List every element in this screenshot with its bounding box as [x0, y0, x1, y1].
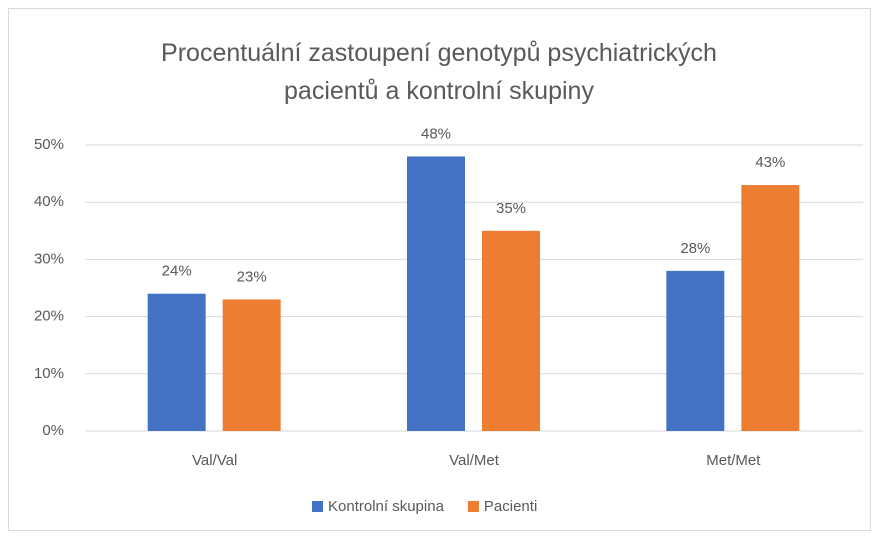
chart-title: Procentuální zastoupení genotypů psychia…	[161, 39, 717, 105]
x-tick-label: Val/Val	[192, 452, 237, 469]
value-label: 43%	[755, 154, 785, 171]
bar	[222, 299, 281, 431]
x-tick-label: Val/Met	[449, 452, 500, 469]
y-tick-label: 0%	[42, 422, 64, 439]
value-label: 23%	[237, 268, 267, 285]
value-label: 35%	[496, 200, 526, 217]
value-label: 24%	[162, 263, 192, 280]
y-tick-label: 20%	[34, 308, 64, 325]
bar	[407, 156, 465, 431]
value-label: 48%	[421, 125, 451, 142]
y-tick-label: 40%	[34, 193, 64, 210]
legend-label: Pacienti	[484, 498, 537, 515]
legend-swatch	[312, 501, 323, 512]
x-tick-label: Met/Met	[706, 452, 761, 469]
legend-swatch	[467, 501, 479, 512]
bar	[147, 293, 206, 431]
bar	[482, 230, 540, 431]
legend-label: Kontrolní skupina	[328, 498, 445, 515]
y-tick-label: 50%	[34, 136, 64, 153]
bar	[741, 185, 800, 431]
y-tick-label: 30%	[34, 250, 64, 267]
y-tick-label: 10%	[34, 365, 64, 382]
bar	[666, 270, 725, 431]
value-label: 28%	[680, 240, 710, 257]
